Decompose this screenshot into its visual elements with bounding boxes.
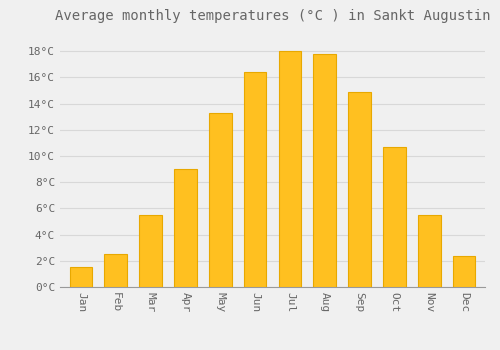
Bar: [209, 113, 232, 287]
Bar: [174, 169, 197, 287]
Bar: [140, 215, 162, 287]
Bar: [278, 51, 301, 287]
Bar: [348, 92, 371, 287]
Bar: [104, 254, 127, 287]
Bar: [383, 147, 406, 287]
Title: Average monthly temperatures (°C ) in Sankt Augustin: Average monthly temperatures (°C ) in Sa…: [55, 9, 490, 23]
Bar: [314, 54, 336, 287]
Bar: [70, 267, 92, 287]
Bar: [453, 256, 475, 287]
Bar: [244, 72, 266, 287]
Bar: [418, 215, 440, 287]
